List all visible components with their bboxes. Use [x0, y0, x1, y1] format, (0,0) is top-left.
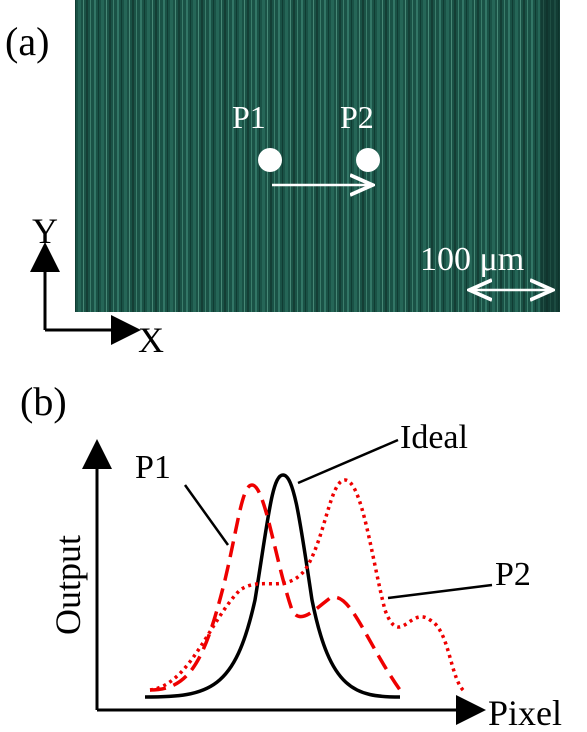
point-marker [258, 148, 282, 172]
leader-line [297, 438, 399, 485]
axis-letter: X [138, 320, 164, 360]
p2-curve [149, 478, 467, 694]
point-marker [356, 148, 380, 172]
micrograph [75, 0, 560, 312]
axis-letter: Y [32, 211, 58, 251]
ideal-curve [144, 473, 401, 699]
scale-bar-label: 100 μm [420, 241, 524, 278]
micrograph-edge [540, 0, 560, 312]
leader-line [183, 484, 230, 546]
point-label: P1 [232, 99, 266, 135]
panel-label: (a) [5, 19, 49, 64]
leader-line [387, 583, 493, 600]
x-axis-label: Pixel [488, 693, 562, 732]
p1-curve [149, 483, 402, 692]
curve-label: P2 [495, 556, 531, 593]
curve-label: P1 [135, 449, 171, 486]
y-axis-label: Output [48, 535, 88, 635]
point-label: P2 [340, 99, 374, 135]
panel-label: (b) [20, 379, 67, 424]
micrograph-shade [75, 0, 560, 312]
curve-label: Ideal [400, 419, 468, 456]
